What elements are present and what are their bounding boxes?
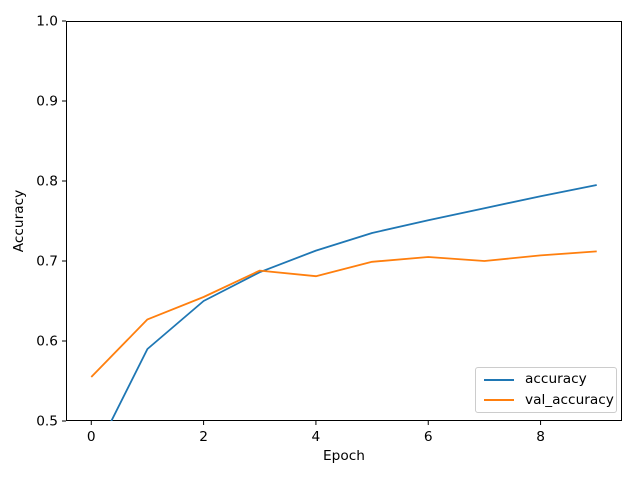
legend-swatch-accuracy xyxy=(484,378,514,381)
series-line-val_accuracy xyxy=(90,250,597,378)
plot-spines xyxy=(66,21,622,421)
legend-label-val-accuracy: val_accuracy xyxy=(525,391,614,408)
legend: accuracy val_accuracy xyxy=(475,367,617,413)
y-tick-label: 0.6 xyxy=(36,334,58,350)
x-tick-label: 8 xyxy=(536,429,545,445)
x-tick-label: 6 xyxy=(424,429,433,445)
legend-label-accuracy: accuracy xyxy=(525,370,587,387)
x-tick-label: 4 xyxy=(312,429,321,445)
y-tick-label: 0.7 xyxy=(36,254,58,270)
legend-item-val-accuracy: val_accuracy xyxy=(482,393,614,408)
legend-swatch-val-accuracy xyxy=(484,399,514,402)
y-tick-label: 0.8 xyxy=(36,174,58,190)
x-tick-label: 0 xyxy=(87,429,96,445)
y-tick-label: 1.0 xyxy=(36,14,58,30)
y-tick-label: 0.5 xyxy=(36,414,58,430)
x-tick-label: 2 xyxy=(199,429,208,445)
y-axis-label: Accuracy xyxy=(10,189,27,253)
series-line-accuracy xyxy=(110,184,597,421)
x-axis-label: Epoch xyxy=(323,448,365,464)
legend-item-accuracy: accuracy xyxy=(482,370,610,387)
y-tick-label: 0.9 xyxy=(36,94,58,110)
